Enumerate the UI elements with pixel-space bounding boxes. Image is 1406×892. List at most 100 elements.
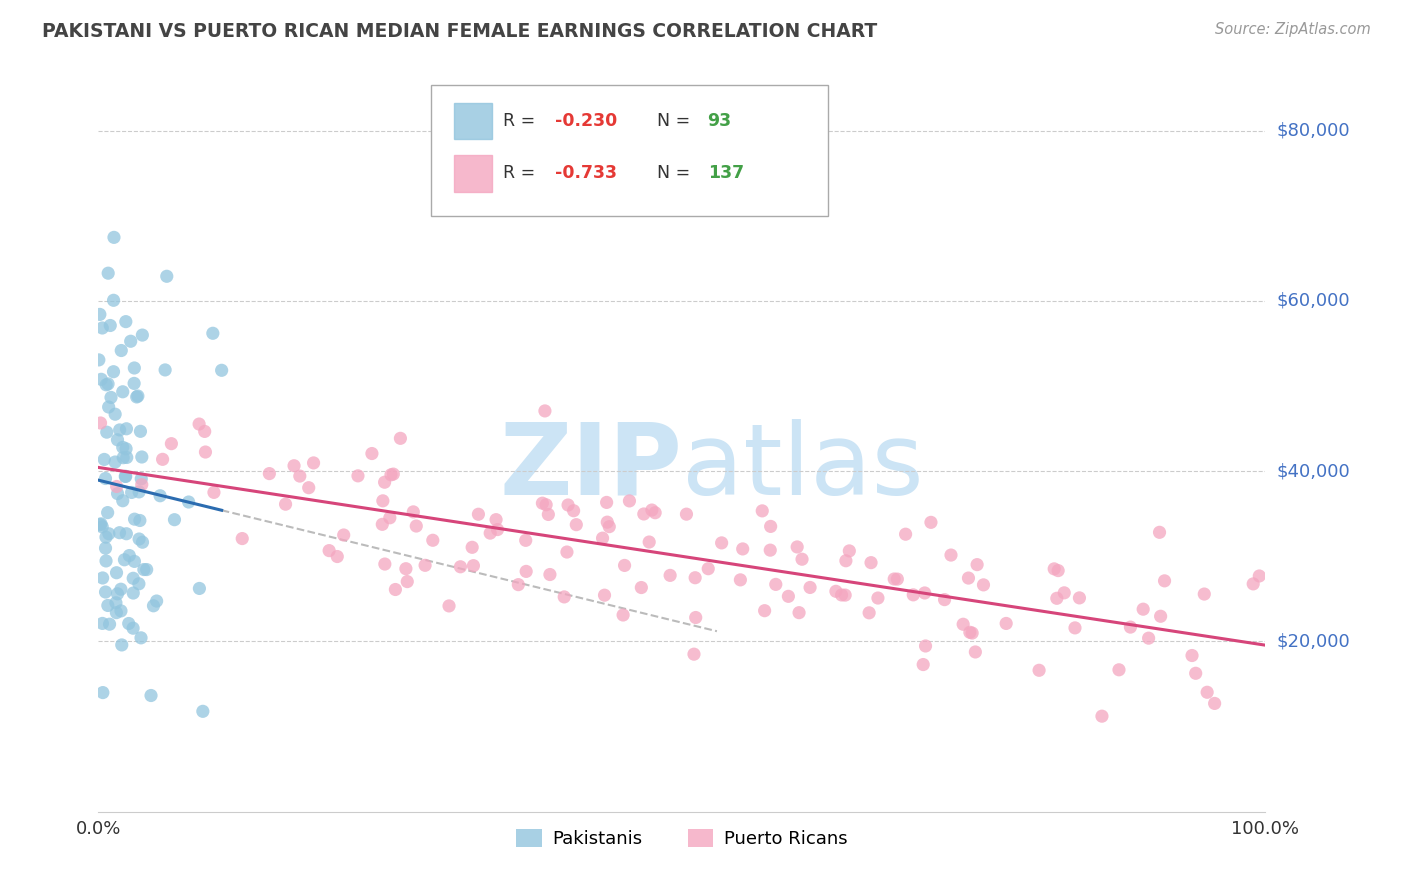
Point <box>508 577 530 591</box>
Point <box>103 293 125 308</box>
Point <box>112 450 135 465</box>
Point <box>1197 685 1219 699</box>
Point <box>90 516 112 531</box>
Point <box>152 452 174 467</box>
Point <box>288 469 311 483</box>
Point <box>486 523 509 537</box>
Text: -0.230: -0.230 <box>555 112 617 130</box>
Point <box>115 450 138 465</box>
Text: R =: R = <box>503 112 541 130</box>
Point <box>1132 602 1154 616</box>
Point <box>834 588 856 602</box>
Point <box>104 455 127 469</box>
Point <box>463 558 485 573</box>
Text: atlas: atlas <box>682 418 924 516</box>
Text: R =: R = <box>503 164 541 182</box>
Point <box>402 505 425 519</box>
Point <box>731 541 754 556</box>
Point <box>94 554 117 568</box>
Point <box>103 230 125 244</box>
Point <box>759 519 782 533</box>
Point <box>787 606 810 620</box>
Text: $60,000: $60,000 <box>1277 292 1350 310</box>
Point <box>93 452 115 467</box>
Point <box>534 404 557 418</box>
Point <box>361 446 384 460</box>
Point <box>129 631 152 645</box>
Point <box>132 563 155 577</box>
Point <box>1204 697 1226 711</box>
Point <box>177 495 200 509</box>
Point <box>537 508 560 522</box>
Point <box>108 525 131 540</box>
Point <box>1184 666 1206 681</box>
Point <box>131 328 153 343</box>
Point <box>90 416 112 430</box>
Point <box>129 425 152 439</box>
Point <box>107 486 129 500</box>
Point <box>124 361 146 376</box>
Point <box>127 389 149 403</box>
Point <box>128 576 150 591</box>
Point <box>125 390 148 404</box>
Point <box>860 556 883 570</box>
Point <box>202 485 225 500</box>
Point <box>952 617 974 632</box>
Point <box>596 515 619 529</box>
Point <box>592 531 614 545</box>
Point <box>302 456 325 470</box>
Point <box>995 616 1018 631</box>
Point <box>105 606 128 620</box>
Point <box>538 567 561 582</box>
Point <box>825 584 848 599</box>
Point <box>122 376 145 391</box>
Point <box>957 571 980 585</box>
Point <box>914 586 936 600</box>
Point <box>118 616 141 631</box>
Point <box>886 572 908 586</box>
Point <box>111 493 134 508</box>
Text: $80,000: $80,000 <box>1277 121 1350 139</box>
Point <box>115 422 138 436</box>
Point <box>1249 569 1271 583</box>
Text: Source: ZipAtlas.com: Source: ZipAtlas.com <box>1215 22 1371 37</box>
Point <box>912 657 935 672</box>
Point <box>894 527 917 541</box>
Point <box>91 520 114 534</box>
Point <box>939 548 962 562</box>
Point <box>565 517 588 532</box>
Point <box>920 516 942 530</box>
Point <box>128 514 150 528</box>
Point <box>105 479 128 493</box>
Text: N =: N = <box>658 112 696 130</box>
Point <box>131 477 153 491</box>
Point <box>866 591 889 605</box>
Point <box>98 318 121 333</box>
Point <box>105 566 128 580</box>
Point <box>835 554 858 568</box>
Point <box>111 384 134 399</box>
Point <box>128 532 150 546</box>
Point <box>1028 663 1050 677</box>
Point <box>914 639 936 653</box>
Point <box>384 582 406 597</box>
Point <box>91 571 114 585</box>
Point <box>778 590 800 604</box>
Point <box>326 549 349 564</box>
Point <box>378 510 401 524</box>
Point <box>593 588 616 602</box>
Point <box>191 704 214 718</box>
Point <box>598 519 620 533</box>
Point <box>467 508 489 522</box>
Point <box>160 436 183 450</box>
Point <box>94 530 117 544</box>
Point <box>100 391 122 405</box>
Point <box>965 645 987 659</box>
Point <box>966 558 988 572</box>
Point <box>534 498 557 512</box>
Point <box>765 577 787 591</box>
Point <box>194 445 217 459</box>
Point <box>122 586 145 600</box>
Point <box>120 334 142 349</box>
Point <box>89 517 111 532</box>
